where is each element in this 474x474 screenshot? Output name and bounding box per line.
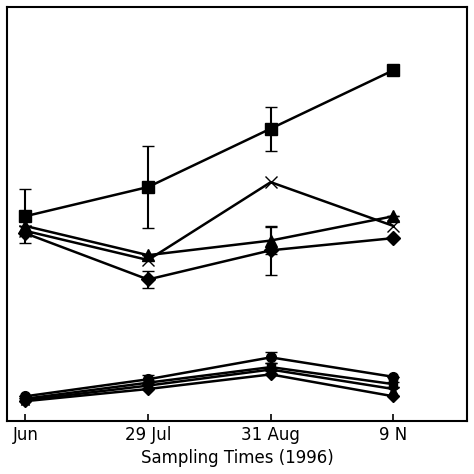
X-axis label: Sampling Times (1996): Sampling Times (1996) — [141, 449, 333, 467]
